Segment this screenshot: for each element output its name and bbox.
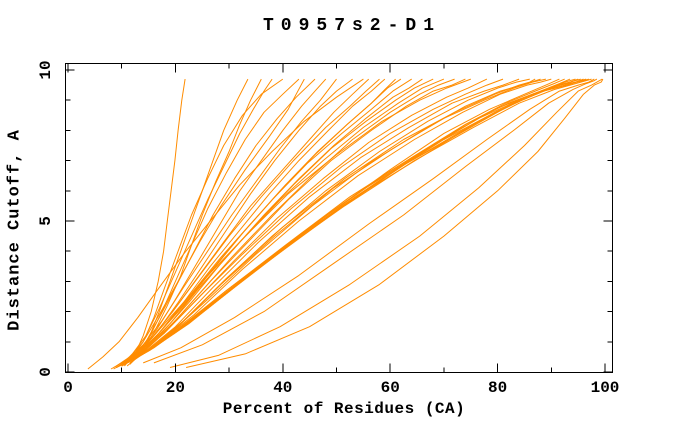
model-curve (129, 78, 466, 362)
chart-title: T0957s2-D1 (262, 16, 442, 36)
y-tick-label: 0 (37, 367, 55, 377)
x-tick-label: 20 (165, 379, 185, 397)
plot-frame (65, 63, 613, 373)
x-tick-label: 80 (487, 379, 508, 397)
model-curve (87, 78, 364, 370)
model-curve (143, 78, 595, 364)
model-curve (129, 78, 262, 365)
model-curve (124, 78, 520, 365)
model-curve (116, 78, 305, 367)
model-curve (129, 78, 552, 364)
model-curve (124, 79, 186, 367)
model-curve (116, 78, 445, 368)
model-curve (132, 78, 587, 361)
x-tick-label: 40 (273, 379, 293, 397)
y-tick-label: 10 (37, 60, 55, 80)
data-curves (87, 78, 604, 370)
model-curve (121, 78, 547, 367)
model-curve (126, 78, 530, 364)
model-curve (153, 78, 598, 364)
model-curve (121, 78, 273, 365)
model-curve (113, 78, 337, 368)
model-curve (121, 78, 434, 367)
x-tick-label: 0 (63, 379, 73, 397)
model-curve (126, 78, 327, 364)
model-curve (118, 78, 504, 367)
x-tick-label: 100 (590, 379, 620, 397)
model-curve (129, 78, 579, 362)
model-curve (185, 78, 604, 368)
y-tick-label: 5 (37, 216, 55, 226)
axes-frame (65, 63, 613, 373)
model-curve (121, 78, 488, 367)
model-curve (126, 78, 592, 364)
x-axis-label: Percent of Residues (CA) (222, 400, 466, 418)
x-tick-label: 60 (380, 379, 400, 397)
model-curve (169, 78, 603, 368)
model-curve (110, 78, 471, 370)
